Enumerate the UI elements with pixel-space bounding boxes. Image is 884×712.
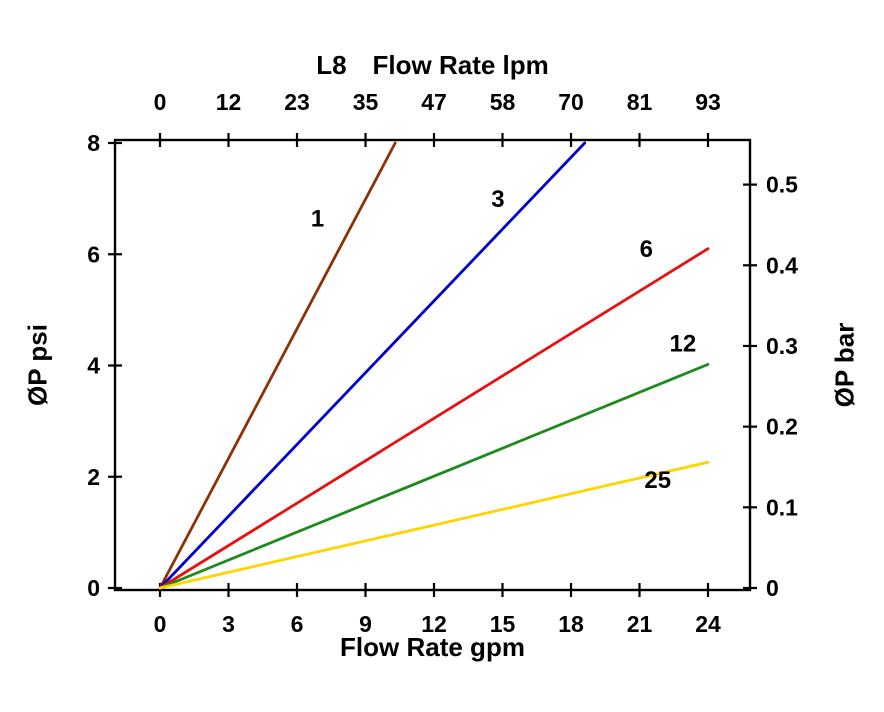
- x-top-tick-label: 35: [353, 89, 379, 115]
- x-top-tick-label: 58: [490, 89, 516, 115]
- bottom-axis-title: Flow Rate gpm: [340, 632, 525, 662]
- x-top-tick-label: 0: [154, 89, 167, 115]
- x-top-tick-label: 93: [695, 89, 721, 115]
- x-bottom-tick-label: 9: [359, 611, 372, 637]
- y-left-tick-label: 0: [87, 575, 100, 601]
- x-bottom-tick-label: 15: [490, 611, 516, 637]
- x-top-tick-label: 47: [421, 89, 447, 115]
- series-line-25: [158, 460, 710, 590]
- y-right-tick-label: 0.1: [766, 494, 798, 520]
- y-left-tick-label: 6: [87, 241, 100, 267]
- series-line-12: [158, 362, 710, 590]
- series-label-25: 25: [644, 467, 671, 494]
- x-bottom-tick-label: 21: [627, 611, 653, 637]
- x-top-tick-label: 12: [216, 89, 242, 115]
- top-axis-title: Flow Rate lpm: [372, 50, 549, 80]
- series-label-1: 1: [311, 205, 324, 232]
- y-right-tick-label: 0.2: [766, 414, 798, 440]
- y-right-tick-label: 0: [766, 575, 779, 601]
- x-top-tick-label: 70: [558, 89, 584, 115]
- series-line-6: [158, 247, 710, 590]
- y-left-tick-label: 8: [87, 130, 100, 156]
- x-top-tick-label: 23: [284, 89, 310, 115]
- series-label-6: 6: [640, 236, 653, 263]
- x-bottom-tick-label: 18: [558, 611, 584, 637]
- series-label-12: 12: [670, 331, 697, 358]
- x-bottom-tick-label: 0: [154, 611, 167, 637]
- x-top-tick-label: 81: [627, 89, 653, 115]
- chart-title: L8 Flow Rate lpm: [115, 50, 750, 81]
- series-line-3: [158, 141, 587, 590]
- x-bottom-tick-label: 6: [291, 611, 304, 637]
- y-right-tick-label: 0.4: [766, 252, 798, 278]
- y-right-tick-label: 0.3: [766, 333, 798, 359]
- y-right-tick-label: 0.5: [766, 172, 798, 198]
- model-label: L8: [316, 50, 347, 80]
- series-line-1: [158, 141, 397, 590]
- x-bottom-tick-label: 3: [222, 611, 235, 637]
- series-label-3: 3: [491, 186, 504, 213]
- y-left-tick-label: 4: [87, 353, 100, 379]
- x-bottom-tick-label: 12: [421, 611, 447, 637]
- y-left-tick-label: 2: [87, 464, 100, 490]
- x-bottom-tick-label: 24: [695, 611, 721, 637]
- plot-border: [113, 138, 752, 592]
